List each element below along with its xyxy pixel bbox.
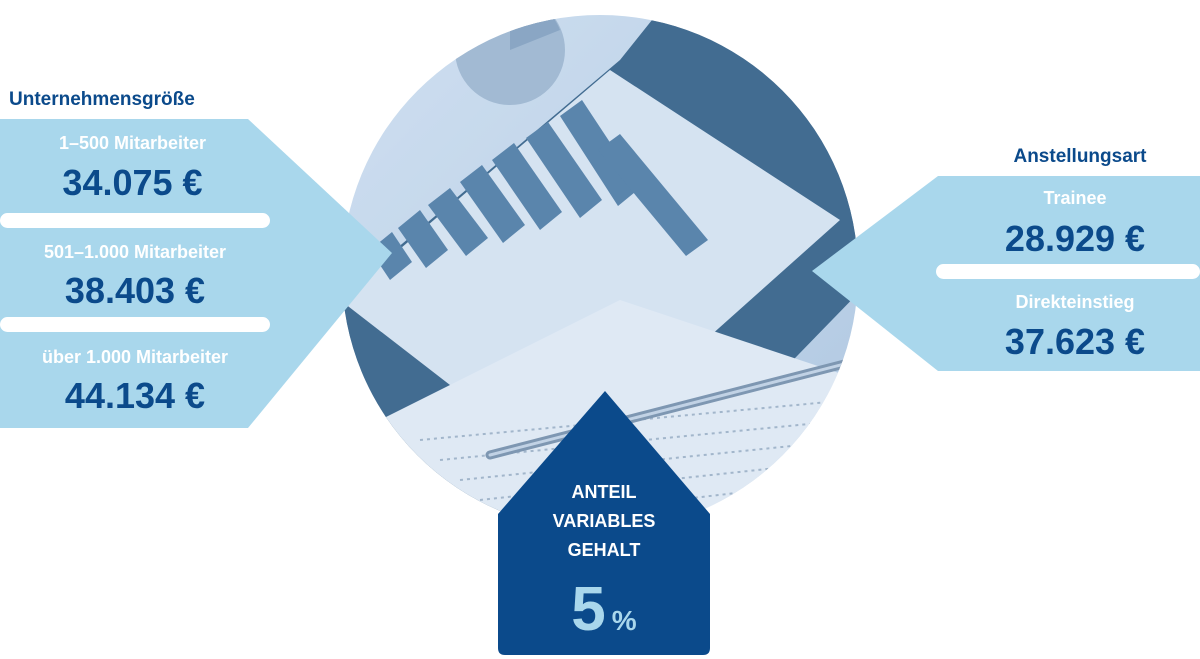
- employment-type-label-2: Direkteinstieg: [1015, 292, 1135, 312]
- employment-type-value-2: 37.623 €: [1004, 321, 1146, 362]
- variable-pay-caption: ANTEIL VARIABLES GEHALT: [498, 478, 710, 565]
- variable-pay-unit: %: [611, 605, 637, 636]
- company-size-label-3: über 1.000 Mitarbeiter: [41, 347, 229, 367]
- employment-type-label-1: Trainee: [1043, 188, 1107, 208]
- variable-pay-value: 5%: [498, 575, 710, 645]
- variable-pay-badge: [498, 391, 710, 655]
- employment-type-value-1: 28.929 €: [1004, 218, 1146, 259]
- variable-pay-line-2: VARIABLES: [552, 511, 656, 531]
- company-size-value-3: 44.134 €: [64, 375, 206, 416]
- variable-pay-line-1: ANTEIL: [571, 482, 637, 502]
- left-heading: Unternehmensgröße: [9, 89, 195, 110]
- company-size-label-1: 1–500 Mitarbeiter: [58, 133, 207, 153]
- company-size-value-1: 34.075 €: [62, 162, 203, 203]
- variable-pay-number: 5: [571, 575, 606, 644]
- right-heading: Anstellungsart: [1013, 146, 1147, 167]
- right-panel: [812, 176, 1200, 371]
- company-size-label-2: 501–1.000 Mitarbeiter: [43, 242, 227, 262]
- left-panel: [0, 119, 392, 428]
- variable-pay-line-3: GEHALT: [567, 540, 641, 560]
- company-size-value-2: 38.403 €: [64, 270, 206, 311]
